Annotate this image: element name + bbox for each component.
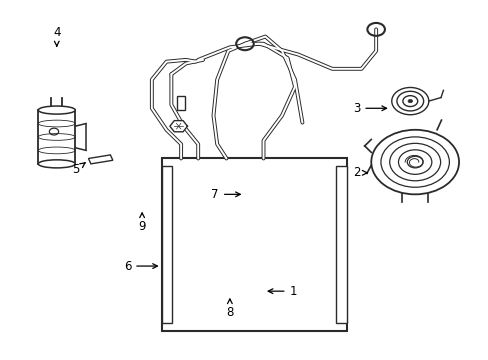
- Text: 5: 5: [72, 163, 85, 176]
- Text: 6: 6: [123, 260, 157, 273]
- Ellipse shape: [38, 106, 75, 114]
- Text: 3: 3: [352, 102, 386, 115]
- Circle shape: [370, 130, 458, 194]
- Polygon shape: [169, 121, 187, 132]
- Ellipse shape: [38, 160, 75, 168]
- Circle shape: [407, 99, 412, 103]
- Bar: [177, 96, 184, 110]
- Text: 7: 7: [211, 188, 240, 201]
- Text: 9: 9: [138, 213, 145, 233]
- Text: 4: 4: [53, 27, 61, 46]
- Text: 1: 1: [267, 285, 296, 298]
- Bar: [161, 166, 172, 323]
- Text: 2: 2: [352, 166, 366, 179]
- Bar: [161, 158, 346, 330]
- Bar: [335, 166, 346, 323]
- Bar: [38, 110, 75, 164]
- Text: 8: 8: [226, 299, 233, 319]
